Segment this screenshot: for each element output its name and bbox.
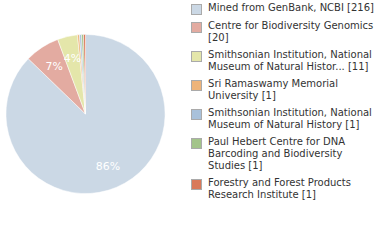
- html-text:Mined from GenBank, NCBI [216]: Mined from GenBank, NCBI [216]: [208, 2, 374, 13]
- html-text:Smithsonian Institution, Natio: Smithsonian Institution, National Museum…: [208, 107, 372, 130]
- html-text:Forestry and Forest Products R: Forestry and Forest Products Research In…: [208, 177, 351, 200]
- html-text:Smithsonian Institution, Natio: Smithsonian Institution, National Museum…: [208, 49, 372, 72]
- svg-text:86%: 86%: [96, 160, 120, 173]
- svg-text:7%: 7%: [45, 60, 62, 73]
- html-text:Paul Hebert Centre for DNA Bar: Paul Hebert Centre for DNA Barcoding and…: [208, 136, 345, 171]
- html-text:Centre for Biodiversity Genomi: Centre for Biodiversity Genomics [20]: [208, 20, 374, 43]
- svg-text:4%: 4%: [64, 52, 81, 65]
- html-text:Sri Ramaswamy Memorial Univers: Sri Ramaswamy Memorial University [1]: [208, 78, 338, 101]
